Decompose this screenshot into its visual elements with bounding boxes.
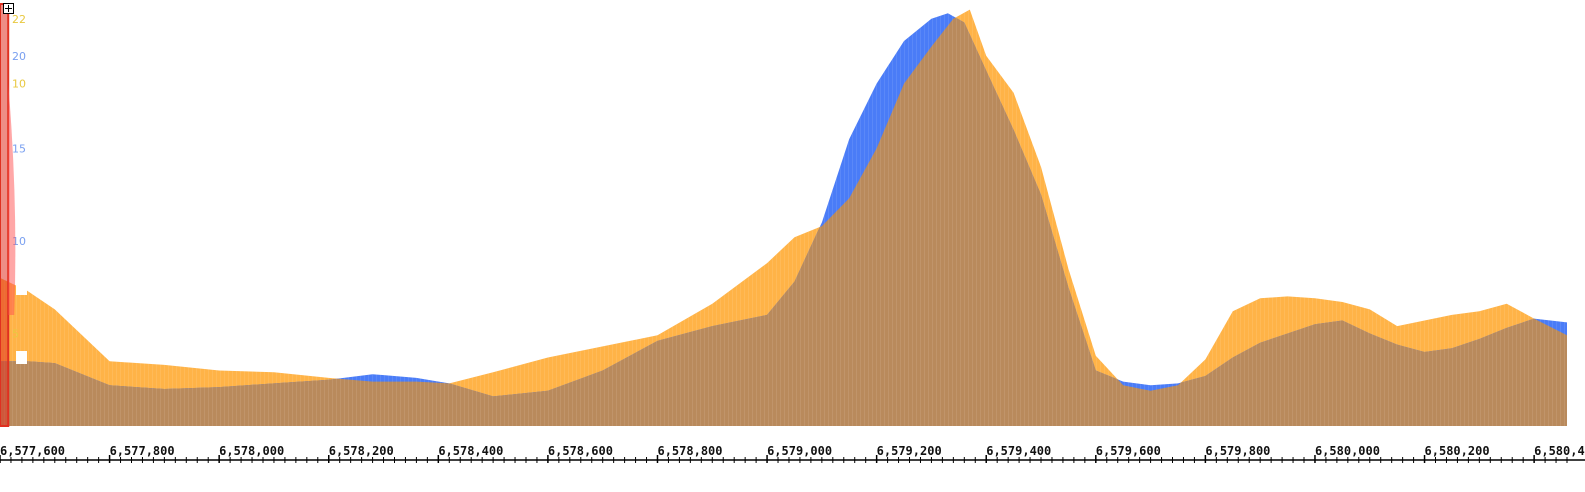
move-handle-icon[interactable] — [3, 3, 14, 14]
x-tick-label: 6,578,000 — [219, 444, 284, 458]
bar-texture — [0, 0, 1567, 426]
selection-region[interactable] — [0, 3, 10, 427]
x-tick-label: 6,578,200 — [329, 444, 394, 458]
x-tick-label: 6,580,000 — [1315, 444, 1380, 458]
x-tick-label: 6,580,200 — [1425, 444, 1490, 458]
x-tick-label: 6,577,800 — [110, 444, 175, 458]
x-tick-label: 6,578,600 — [548, 444, 613, 458]
x-tick-label: 6,577,600 — [0, 444, 65, 458]
x-tick-label: 6,578,800 — [657, 444, 722, 458]
selection-handle-top[interactable] — [16, 282, 27, 295]
y-axis-label: 15 — [12, 142, 26, 155]
x-tick-label: 6,579,800 — [1205, 444, 1270, 458]
y-axis-label: 10 — [12, 78, 26, 91]
x-tick-label: 6,579,200 — [877, 444, 942, 458]
selection-edge — [8, 83, 16, 315]
x-tick-label: 6,578,400 — [438, 444, 503, 458]
x-tick-label: 6,579,400 — [986, 444, 1051, 458]
x-tick-label: 6,579,600 — [1096, 444, 1161, 458]
y-axis-label: 5 — [12, 327, 19, 340]
y-axis-label: 20 — [12, 50, 26, 63]
y-axis-label: 22 — [12, 13, 26, 26]
selection-handle-bottom[interactable] — [16, 351, 27, 364]
x-tick-label: 6,579,000 — [767, 444, 832, 458]
y-axis-label: 10 — [12, 235, 26, 248]
x-tick-label: 6,580,400 — [1534, 444, 1585, 458]
